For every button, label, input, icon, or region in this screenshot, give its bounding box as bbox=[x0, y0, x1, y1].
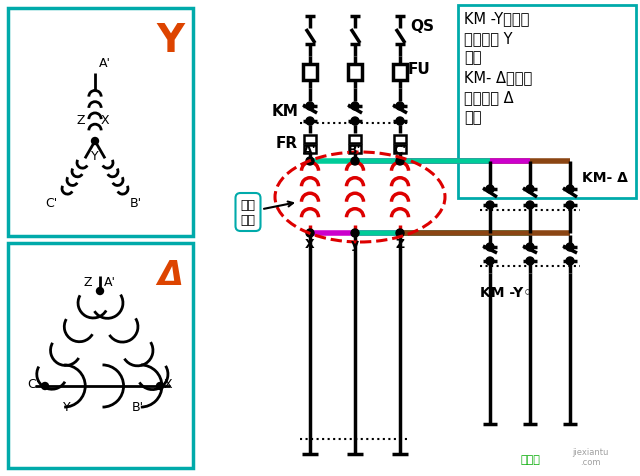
Bar bbox=[394, 146, 406, 154]
Circle shape bbox=[566, 258, 574, 266]
Text: KM -Y◦: KM -Y◦ bbox=[480, 286, 532, 299]
Circle shape bbox=[351, 229, 359, 238]
Circle shape bbox=[97, 288, 104, 295]
FancyBboxPatch shape bbox=[8, 244, 193, 468]
Circle shape bbox=[396, 118, 404, 126]
FancyBboxPatch shape bbox=[458, 6, 636, 198]
Text: Y: Y bbox=[63, 400, 71, 413]
Circle shape bbox=[306, 229, 314, 238]
Circle shape bbox=[396, 158, 404, 166]
Bar bbox=[349, 136, 361, 144]
Text: KM: KM bbox=[271, 104, 298, 119]
Text: C': C' bbox=[27, 378, 39, 391]
Circle shape bbox=[486, 186, 494, 194]
Text: X: X bbox=[164, 378, 173, 391]
Text: Z: Z bbox=[77, 113, 85, 126]
Circle shape bbox=[486, 244, 494, 251]
Text: Y: Y bbox=[91, 149, 99, 162]
Circle shape bbox=[396, 103, 404, 111]
Text: A': A' bbox=[104, 275, 116, 288]
Bar bbox=[303, 65, 317, 81]
Circle shape bbox=[306, 118, 314, 126]
Text: KM- Δ: KM- Δ bbox=[582, 170, 628, 185]
Bar bbox=[393, 65, 407, 81]
Circle shape bbox=[486, 201, 494, 209]
Circle shape bbox=[351, 158, 359, 166]
Text: A': A' bbox=[99, 57, 111, 70]
Circle shape bbox=[306, 158, 314, 166]
Bar bbox=[304, 136, 316, 144]
Circle shape bbox=[351, 118, 359, 126]
FancyBboxPatch shape bbox=[8, 9, 193, 237]
Text: B': B' bbox=[130, 197, 142, 209]
Circle shape bbox=[526, 186, 534, 194]
Text: C': C' bbox=[394, 144, 406, 157]
Bar bbox=[394, 136, 406, 144]
Circle shape bbox=[396, 229, 404, 238]
Circle shape bbox=[42, 383, 49, 390]
Text: X: X bbox=[305, 238, 315, 250]
Text: jiexiantu
.com: jiexiantu .com bbox=[572, 446, 608, 466]
Circle shape bbox=[526, 258, 534, 266]
Text: y: y bbox=[351, 238, 359, 250]
Text: X: X bbox=[100, 113, 109, 126]
Text: Δ: Δ bbox=[157, 258, 183, 291]
Circle shape bbox=[157, 383, 163, 390]
Circle shape bbox=[526, 201, 534, 209]
Text: B': B' bbox=[348, 144, 362, 157]
Text: Y: Y bbox=[156, 22, 184, 60]
Circle shape bbox=[526, 244, 534, 251]
Bar bbox=[304, 146, 316, 154]
Text: 主电路: 主电路 bbox=[520, 454, 540, 464]
Text: FR: FR bbox=[276, 136, 298, 151]
Circle shape bbox=[306, 103, 314, 111]
Text: C': C' bbox=[45, 197, 57, 209]
Circle shape bbox=[566, 244, 574, 251]
Circle shape bbox=[566, 201, 574, 209]
Text: Z: Z bbox=[396, 238, 404, 250]
Circle shape bbox=[486, 258, 494, 266]
Text: A': A' bbox=[303, 144, 317, 157]
Circle shape bbox=[351, 103, 359, 111]
Bar bbox=[348, 65, 362, 81]
Circle shape bbox=[566, 186, 574, 194]
Text: QS: QS bbox=[410, 19, 434, 34]
Text: 电机
绕组: 电机 绕组 bbox=[241, 198, 293, 227]
Bar bbox=[349, 146, 361, 154]
Circle shape bbox=[92, 138, 99, 145]
Text: KM -Y闭合，
电机接成 Y
形；
KM- Δ闭合，
电机接成 Δ
形。: KM -Y闭合， 电机接成 Y 形； KM- Δ闭合， 电机接成 Δ 形。 bbox=[464, 11, 532, 125]
Text: Z: Z bbox=[83, 275, 92, 288]
Text: B': B' bbox=[132, 400, 144, 413]
Text: FU: FU bbox=[408, 61, 431, 76]
